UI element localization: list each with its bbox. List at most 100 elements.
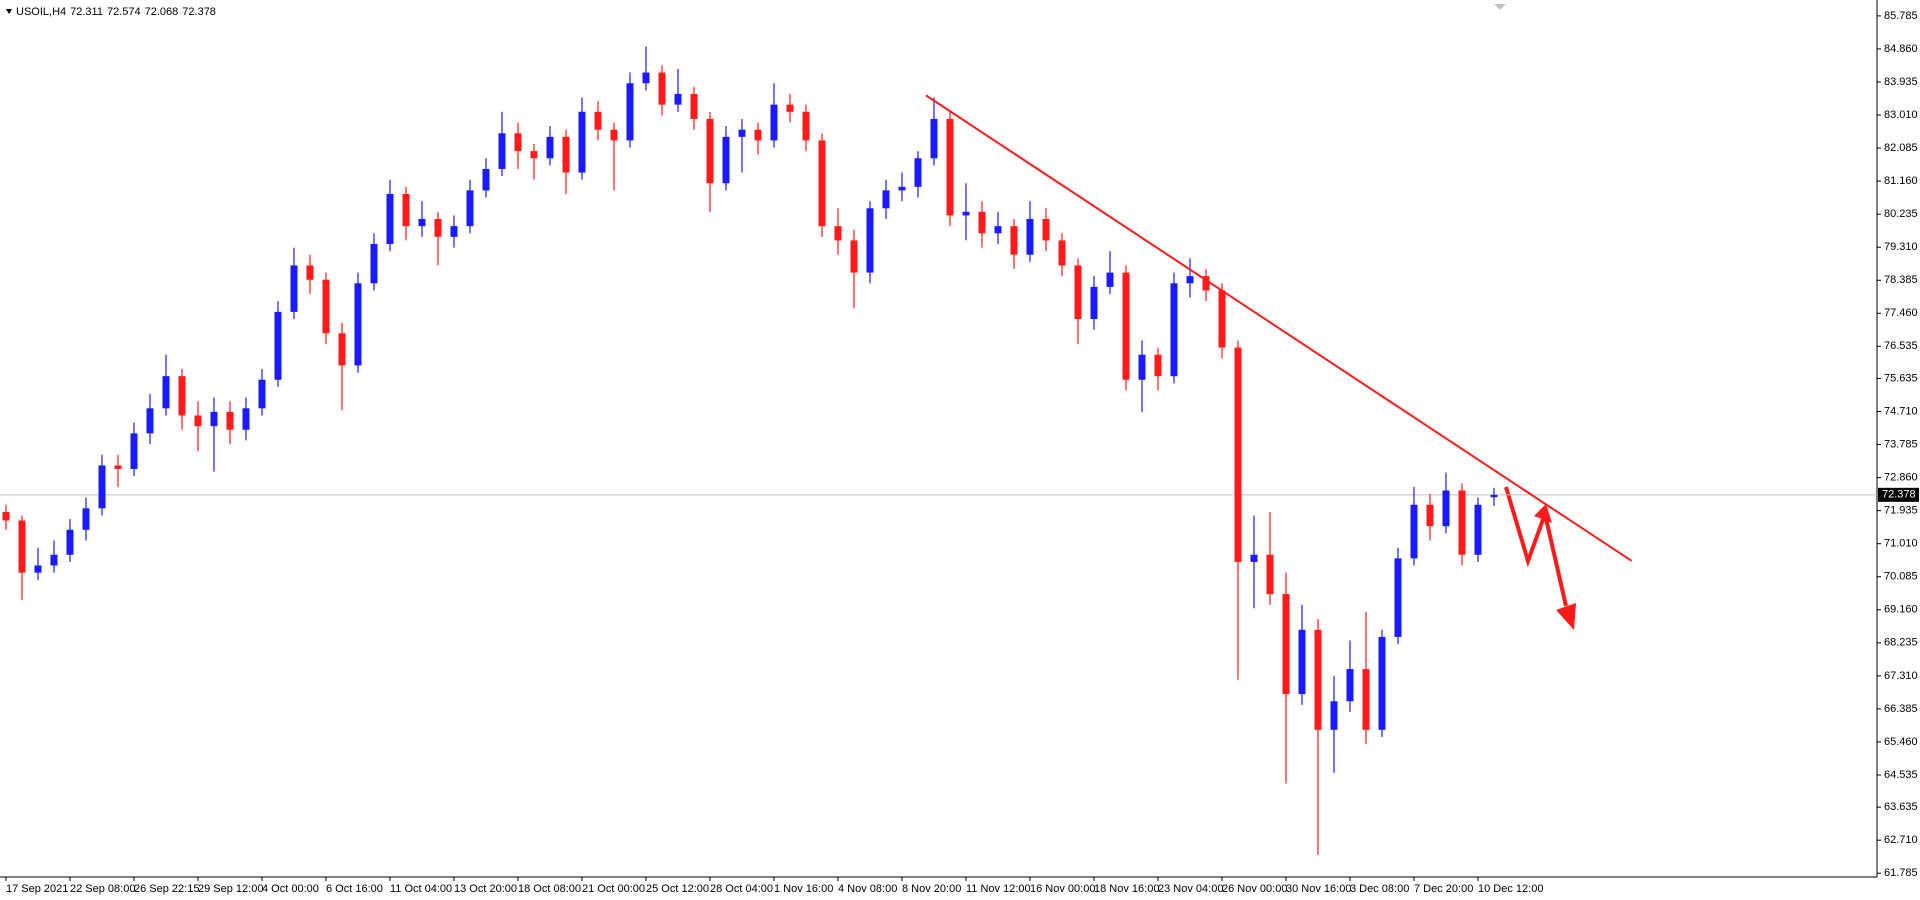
candle-body: [946, 118, 954, 216]
candle-body: [1234, 347, 1242, 562]
symbol-icon: [6, 9, 12, 14]
candle-body: [866, 208, 874, 273]
candle-body: [482, 168, 490, 191]
candle-body: [978, 211, 986, 234]
candle-body: [514, 133, 522, 152]
y-tick-label: 82.085: [1884, 142, 1918, 154]
candle-body: [1394, 558, 1402, 637]
y-tick-label: 83.935: [1884, 76, 1918, 88]
candle-body: [1298, 629, 1306, 695]
y-tick-label: 67.310: [1884, 670, 1918, 682]
candle-body: [370, 243, 378, 284]
candle-body: [1346, 669, 1354, 702]
candle-body: [914, 158, 922, 187]
candle-body: [834, 226, 842, 241]
x-tick-label: 4 Nov 08:00: [838, 883, 897, 895]
candle-body: [642, 72, 650, 84]
candle-body: [1154, 354, 1162, 377]
x-tick-label: 6 Oct 16:00: [326, 883, 383, 895]
header-low: 72.068: [145, 6, 179, 18]
header-open: 72.311: [70, 6, 103, 18]
y-tick-label: 83.010: [1884, 109, 1918, 121]
candle-body: [546, 136, 554, 159]
x-tick-label: 21 Oct 00:00: [582, 883, 645, 895]
candle-body: [1170, 283, 1178, 377]
x-tick-label: 3 Dec 08:00: [1350, 883, 1409, 895]
candle-body: [1042, 218, 1050, 241]
candle-body: [82, 508, 90, 530]
y-tick-label: 61.785: [1884, 867, 1918, 879]
candle-body: [738, 129, 746, 137]
y-tick-label: 73.785: [1884, 438, 1918, 450]
candle-body: [754, 129, 762, 141]
candle-body: [210, 411, 218, 427]
y-tick-label: 78.385: [1884, 274, 1918, 286]
y-tick-label: 85.785: [1884, 10, 1918, 22]
x-tick-label: 26 Nov 00:00: [1222, 883, 1287, 895]
candle-body: [418, 218, 426, 227]
x-tick-label: 26 Sep 22:15: [134, 883, 199, 895]
candle-body: [1202, 276, 1210, 291]
candle-body: [466, 190, 474, 227]
x-tick-label: 13 Oct 20:00: [454, 883, 517, 895]
candle-body: [450, 226, 458, 237]
y-tick-label: 77.460: [1884, 307, 1918, 319]
x-tick-label: 30 Nov 16:00: [1286, 883, 1351, 895]
forecast-arrowhead: [1556, 603, 1576, 630]
candle-body: [1074, 265, 1082, 320]
y-tick-label: 71.010: [1884, 538, 1918, 550]
candle-body: [786, 104, 794, 112]
x-tick-label: 16 Nov 00:00: [1030, 883, 1095, 895]
candle-body: [1010, 226, 1018, 255]
y-tick-label: 62.710: [1884, 834, 1918, 846]
candle-body: [146, 408, 154, 434]
candle-body: [1442, 490, 1450, 527]
y-tick-label: 69.160: [1884, 604, 1918, 616]
candle-body: [34, 565, 42, 573]
candle-body: [338, 333, 346, 366]
trendline: [925, 94, 1633, 562]
candle-body: [290, 265, 298, 312]
candle-body: [626, 83, 634, 141]
candle-body: [226, 411, 234, 430]
candle-body: [306, 265, 314, 280]
candle-body: [994, 226, 1002, 234]
candle-body: [578, 111, 586, 173]
candle-body: [962, 211, 970, 216]
candle-body: [802, 111, 810, 141]
symbol-title: USOIL,H4: [16, 6, 66, 18]
candle-body: [562, 136, 570, 173]
candle-body: [1026, 218, 1034, 255]
candle-body: [1410, 504, 1418, 559]
candle-body: [1378, 636, 1386, 730]
candle-body: [114, 465, 122, 470]
y-tick-label: 76.535: [1884, 340, 1918, 352]
x-tick-label: 7 Dec 20:00: [1414, 883, 1473, 895]
candle-body: [674, 93, 682, 105]
x-tick-label: 18 Nov 16:00: [1094, 883, 1159, 895]
x-tick-label: 22 Sep 08:00: [70, 883, 135, 895]
forecast-arrowhead: [1534, 504, 1552, 523]
candle-body: [1362, 669, 1370, 730]
x-tick-label: 28 Oct 04:00: [710, 883, 773, 895]
x-tick-label: 11 Oct 04:00: [390, 883, 452, 895]
y-tick-label: 70.085: [1884, 571, 1918, 583]
x-tick-label: 8 Nov 20:00: [902, 883, 961, 895]
candle-body: [1090, 286, 1098, 320]
y-tick-label: 71.935: [1884, 505, 1918, 517]
candle-body: [658, 72, 666, 105]
candle-body: [322, 279, 330, 334]
x-tick-label: 1 Nov 16:00: [774, 883, 833, 895]
candle-body: [50, 554, 58, 566]
candle-body: [194, 415, 202, 427]
candle-body: [402, 193, 410, 227]
candle-body: [1106, 272, 1114, 287]
candle-body: [258, 379, 266, 409]
x-tick-label: 18 Oct 08:00: [518, 883, 581, 895]
y-tick-label: 84.860: [1884, 43, 1918, 55]
x-tick-label: 17 Sep 2021: [6, 883, 68, 895]
candle-body: [690, 93, 698, 119]
header-close: 72.378: [182, 6, 216, 18]
x-tick-label: 11 Nov 12:00: [966, 883, 1031, 895]
